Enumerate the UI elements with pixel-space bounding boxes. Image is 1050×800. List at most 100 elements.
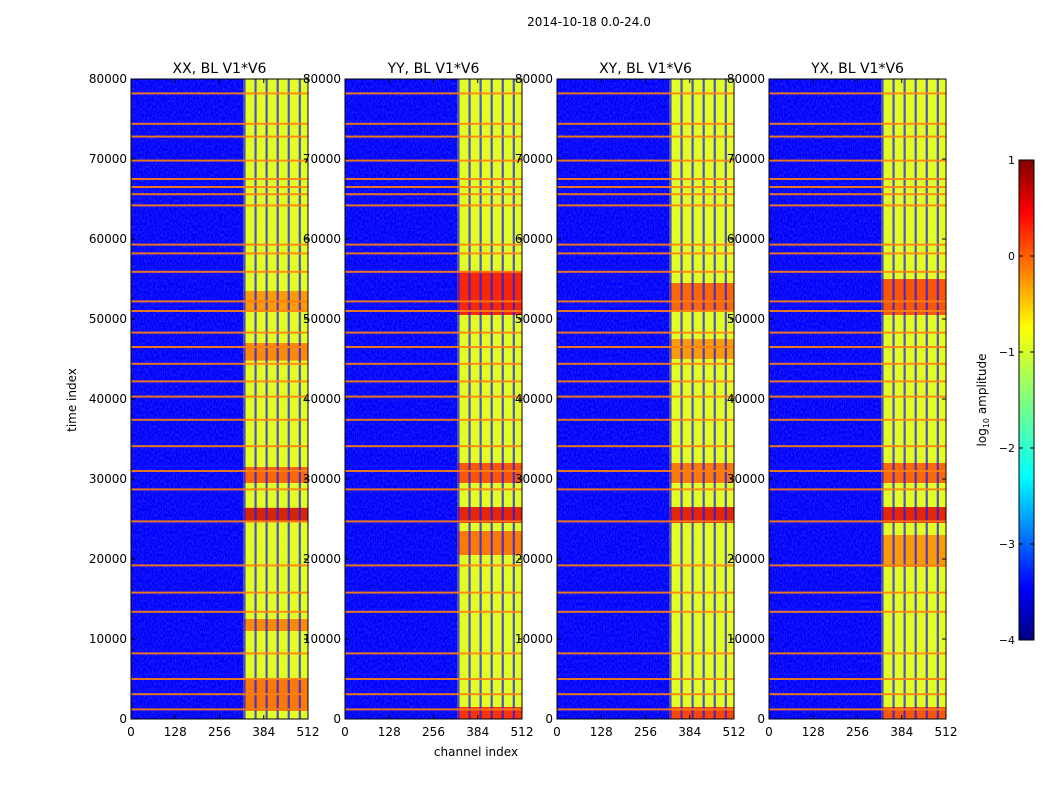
saturated-time-line [131, 591, 308, 594]
hot-spot [457, 463, 522, 483]
saturated-time-line [131, 252, 308, 255]
saturated-time-line [131, 708, 308, 711]
y-tick-label: 20000 [515, 552, 553, 566]
saturated-time-line [769, 488, 946, 491]
saturated-time-line [557, 310, 734, 312]
saturated-time-line [345, 204, 522, 207]
x-tick-label: 128 [378, 725, 401, 739]
saturated-time-line [557, 610, 734, 613]
y-tick-label: 80000 [515, 72, 553, 86]
saturated-time-line [345, 488, 522, 491]
saturated-time-line [557, 708, 734, 711]
saturated-time-line [345, 610, 522, 613]
y-tick-label: 80000 [89, 72, 127, 86]
saturated-time-line [131, 122, 308, 125]
heatmap-image [131, 79, 308, 719]
saturated-time-line [131, 310, 308, 312]
saturated-time-line [557, 122, 734, 125]
saturated-time-line [769, 380, 946, 383]
y-tick-label: 10000 [727, 632, 765, 646]
saturated-time-line [345, 270, 522, 273]
y-tick-label: 20000 [727, 552, 765, 566]
saturated-time-line [557, 445, 734, 448]
saturated-time-line [557, 135, 734, 138]
saturated-time-line [769, 252, 946, 255]
saturated-time-line [345, 380, 522, 383]
saturated-time-line [557, 178, 734, 180]
saturated-time-line [345, 652, 522, 655]
bright-band-noise [457, 79, 522, 719]
saturated-time-line [769, 243, 946, 246]
panels-group: XX, BL V1*V6 0 128 256 384 512 0 10000 20000 3000… [89, 61, 958, 739]
saturated-time-line [557, 92, 734, 95]
colorbar-gradient [1018, 159, 1035, 641]
saturated-time-line [769, 693, 946, 696]
saturated-time-line [769, 652, 946, 655]
channel-gap-line [479, 79, 482, 719]
saturated-time-line [769, 520, 946, 523]
channel-gap-line [490, 79, 493, 719]
y-tick-label: 0 [333, 712, 341, 726]
saturated-time-line [131, 445, 308, 448]
channel-gap-line [512, 79, 515, 719]
y-tick-label: 50000 [303, 312, 341, 326]
panel-title: XY, BL V1*V6 [599, 61, 692, 77]
colorbar-tick-label: −2 [999, 442, 1015, 455]
x-tick-label: 128 [590, 725, 613, 739]
x-tick-label: 512 [935, 725, 958, 739]
colorbar-tick-label: 1 [1008, 154, 1015, 167]
saturated-time-line [131, 193, 308, 196]
saturated-time-line [345, 693, 522, 696]
x-axis-label: channel index [434, 745, 518, 759]
saturated-time-line [345, 178, 522, 180]
y-tick-label: 60000 [727, 232, 765, 246]
hot-spot [457, 507, 522, 523]
saturated-time-line [131, 346, 308, 348]
y-tick-label: 20000 [303, 552, 341, 566]
saturated-time-line [769, 708, 946, 711]
saturated-time-line [557, 252, 734, 255]
hot-spot [243, 619, 308, 631]
x-tick-label: 128 [164, 725, 187, 739]
saturated-time-line [131, 520, 308, 523]
channel-gap-line [254, 79, 257, 719]
saturated-time-line [557, 193, 734, 196]
y-tick-label: 70000 [89, 152, 127, 166]
channel-gap-line [881, 79, 884, 719]
channel-gap-line [702, 79, 705, 719]
saturated-time-line [131, 270, 308, 273]
channel-gap-line [501, 79, 504, 719]
saturated-time-line [345, 445, 522, 448]
channel-gap-line [936, 79, 939, 719]
hot-spot [669, 463, 734, 483]
saturated-time-line [557, 520, 734, 523]
saturated-time-line [557, 395, 734, 398]
saturated-time-line [131, 331, 308, 334]
y-tick-label: 40000 [89, 392, 127, 406]
x-tick-label: 256 [634, 725, 657, 739]
y-tick-label: 50000 [727, 312, 765, 326]
x-tick-label: 0 [553, 725, 561, 739]
channel-gap-line [914, 79, 917, 719]
heatmap-image [557, 79, 734, 719]
colorbar-label: log10 amplitude [975, 354, 991, 447]
y-tick-label: 30000 [727, 472, 765, 486]
saturated-time-line [345, 331, 522, 334]
figure-suptitle: 2014-10-18 0.0-24.0 [527, 15, 651, 29]
y-axis-label: time index [65, 368, 79, 432]
saturated-time-line [131, 652, 308, 655]
y-tick-label: 0 [545, 712, 553, 726]
saturated-time-line [769, 591, 946, 594]
colorbar-tick-label: 0 [1008, 250, 1015, 263]
saturated-time-line [557, 346, 734, 348]
channel-gap-line [265, 79, 268, 719]
heatmap-image [345, 79, 522, 719]
channel-gap-line [925, 79, 928, 719]
channel-gap-line [691, 79, 694, 719]
x-tick-label: 0 [765, 725, 773, 739]
y-tick-label: 70000 [515, 152, 553, 166]
saturated-time-line [345, 92, 522, 95]
saturated-time-line [345, 362, 522, 365]
saturated-time-line [769, 362, 946, 365]
